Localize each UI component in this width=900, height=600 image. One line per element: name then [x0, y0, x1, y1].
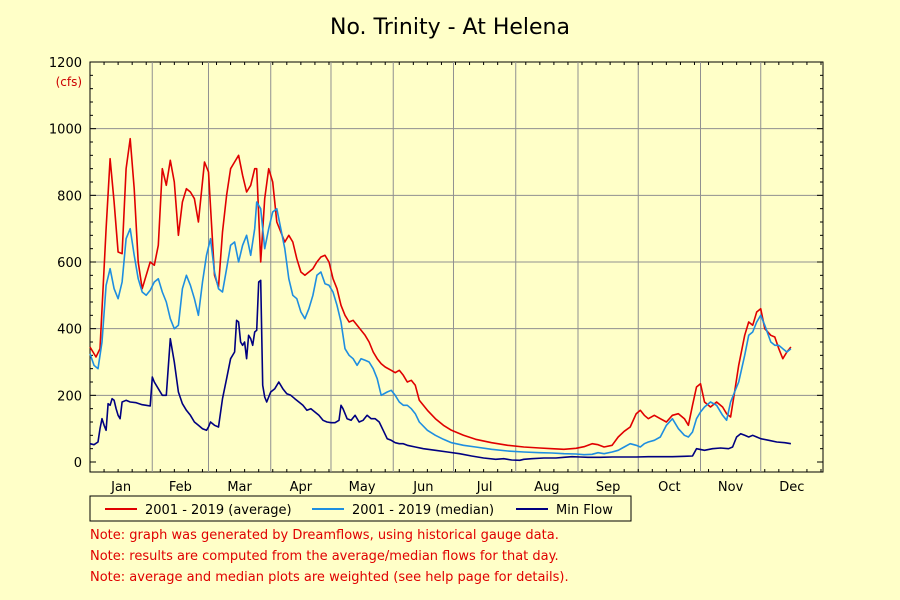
y-tick-label: 1200 — [49, 56, 82, 71]
plot-area — [89, 61, 824, 473]
y-tick-label: 0 — [74, 456, 82, 471]
y-tick-label: 1000 — [49, 123, 82, 138]
legend-label-median: 2001 - 2019 (median) — [352, 503, 494, 518]
x-tick-label: Dec — [779, 480, 804, 495]
notes: Note: graph was generated by Dreamflows,… — [90, 525, 569, 588]
y-axis: 0 200 400 600 800 1000 1200 — [49, 56, 823, 471]
grid-lines — [90, 62, 823, 472]
legend-label-average: 2001 - 2019 (average) — [145, 503, 292, 518]
x-tick-label: Mar — [227, 480, 252, 495]
y-tick-label: 800 — [57, 189, 82, 204]
y-unit-label: (cfs) — [56, 75, 82, 89]
x-tick-label: Apr — [290, 480, 313, 495]
series-min-flow-line — [89, 279, 792, 462]
series-median-line — [89, 201, 792, 456]
x-tick-label: Oct — [658, 480, 680, 495]
y-tick-label: 200 — [57, 389, 82, 404]
x-tick-label: Jun — [412, 480, 433, 495]
x-tick-label: Jan — [110, 480, 131, 495]
x-tick-label: Feb — [169, 480, 192, 495]
series-average-line — [89, 137, 792, 451]
series-group — [89, 137, 792, 462]
legend-label-min-flow: Min Flow — [556, 503, 613, 518]
x-tick-label: Nov — [718, 480, 744, 495]
x-tick-label: Sep — [596, 480, 621, 495]
legend: 2001 - 2019 (average) 2001 - 2019 (media… — [105, 503, 613, 518]
x-axis: Jan Feb Mar Apr May Jun Jul Aug Sep Oct Nov Dec — [89, 62, 822, 495]
y-tick-label: 600 — [57, 256, 82, 271]
note-line: Note: results are computed from the aver… — [90, 549, 559, 564]
note-line: Note: graph was generated by Dreamflows,… — [90, 528, 559, 543]
note-line: Note: average and median plots are weigh… — [90, 570, 569, 585]
y-tick-label: 400 — [57, 323, 82, 338]
x-tick-label: Jul — [476, 480, 493, 495]
x-tick-label: May — [349, 480, 376, 495]
chart-title: No. Trinity - At Helena — [330, 15, 570, 40]
x-tick-label: Aug — [534, 480, 559, 495]
